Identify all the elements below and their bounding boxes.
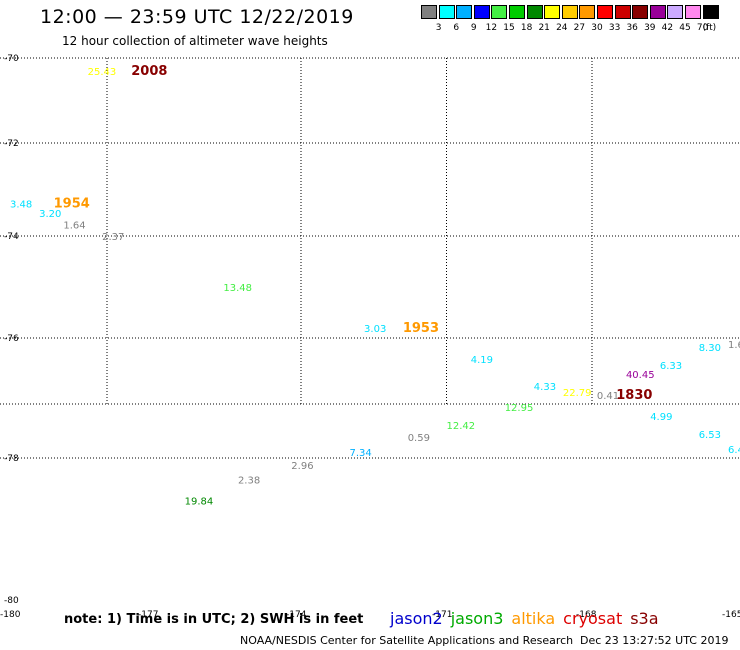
legend-swatch <box>685 5 701 19</box>
longitude-tick-label: -171 <box>432 610 452 620</box>
legend-label: 15 <box>503 23 515 33</box>
map-grid <box>0 57 740 459</box>
satellite-cryosat: cryosat <box>563 609 623 628</box>
legend-swatch <box>509 5 525 19</box>
wave-height-label: 4.19 <box>471 355 493 366</box>
legend-label: 9 <box>470 23 477 33</box>
wave-height-label: 13.48 <box>223 283 252 294</box>
map-tick-labels: -70 -72 -74 -76 -78 -80 -180 -177 -174 -171 -168 -1… <box>0 54 740 620</box>
legend-label: 3 <box>435 23 442 33</box>
satellite-s3a: s3a <box>630 609 659 628</box>
generated-timestamp: Dec 23 13:27:52 UTC 2019 <box>580 634 729 647</box>
wave-height-label: 1.64 <box>63 220 85 231</box>
longitude-tick-label: -174 <box>286 610 307 620</box>
wave-height-label: 6.53 <box>699 430 721 441</box>
latitude-tick-label: -80 <box>4 596 19 606</box>
wave-height-label: 6.33 <box>660 361 682 372</box>
wave-height-label: 12.42 <box>447 421 476 432</box>
pass-time-label: 2008 <box>131 64 167 79</box>
legend-swatch <box>561 5 578 19</box>
satellite-legend: jason2 jason3 altika cryosat s3a <box>390 609 667 628</box>
legend-unit: (ft) <box>702 23 717 33</box>
legend-label: 21 <box>538 23 550 33</box>
wave-height-label: 22.79 <box>563 388 592 399</box>
longitude-tick-label: -165 <box>722 610 740 620</box>
wave-height-label: 40.45 <box>626 370 655 381</box>
legend-swatch <box>544 5 561 19</box>
legend-swatch <box>456 5 473 19</box>
legend-label: 70 <box>696 23 709 33</box>
legend-label: 39 <box>644 23 656 33</box>
wave-height-label: 3.20 <box>39 209 61 220</box>
credit-line: NOAA/NESDIS Center for Satellite Applica… <box>240 634 574 647</box>
latitude-tick-label: -72 <box>4 139 19 149</box>
wave-height-label: 2.96 <box>291 461 313 472</box>
wave-height-label: 25.43 <box>88 67 117 78</box>
latitude-tick-label: -74 <box>4 232 19 242</box>
wave-height-label: 12.95 <box>505 403 534 414</box>
wave-height-label: 3.03 <box>364 324 386 335</box>
latitude-tick-label: -76 <box>4 334 19 344</box>
wave-height-label: 0.41 <box>597 391 619 402</box>
legend-label: 33 <box>608 23 621 33</box>
satellite-jason2: jason2 <box>390 609 443 628</box>
legend-swatch <box>526 5 543 19</box>
legend-swatch <box>579 5 596 19</box>
wave-height-label: 7.34 <box>350 448 372 459</box>
satellite-altika: altika <box>511 609 556 628</box>
legend-label: 27 <box>573 23 586 33</box>
legend-swatch <box>649 5 666 19</box>
legend-swatch <box>702 5 719 19</box>
legend-label: 30 <box>591 23 603 33</box>
legend-swatch <box>438 5 455 19</box>
wave-height-label: 6.4 <box>728 445 740 456</box>
wave-height-label: 4.99 <box>650 412 672 423</box>
pass-time-label: 1953 <box>403 321 439 336</box>
longitude-tick-label: -168 <box>576 610 597 620</box>
legend-label: 42 <box>661 23 674 33</box>
legend-swatch <box>421 5 437 19</box>
wave-height-label: 2.37 <box>102 232 124 243</box>
legend-swatch <box>597 5 613 19</box>
legend-label: 12 <box>485 23 498 33</box>
longitude-tick-label: -180 <box>0 610 21 620</box>
legend-swatch <box>632 5 649 19</box>
longitude-tick-label: -177 <box>138 610 158 620</box>
page-subtitle: 12 hour collection of altimeter wave hei… <box>62 34 328 48</box>
latitude-tick-label: -70 <box>4 54 19 64</box>
legend-swatch <box>667 5 684 19</box>
legend-label: 24 <box>556 23 568 33</box>
legend-label: 18 <box>520 23 533 33</box>
pass-time-label: 1954 <box>54 196 90 211</box>
legend-swatch <box>614 5 631 19</box>
wave-height-label: 1.6 <box>728 340 740 351</box>
wave-height-label: 19.84 <box>185 497 214 508</box>
legend-label: 45 <box>679 23 691 33</box>
footer-note: note: 1) Time is in UTC; 2) SWH is in fe… <box>64 612 364 627</box>
wave-height-label: 0.59 <box>408 433 430 444</box>
legend-label: 36 <box>626 23 638 33</box>
wave-height-label: 2.38 <box>238 475 260 486</box>
legend-label: 6 <box>453 23 460 33</box>
page-title: 12:00 — 23:59 UTC 12/22/2019 <box>40 6 354 28</box>
latitude-tick-label: -78 <box>4 454 19 464</box>
pass-time-label: 1830 <box>616 388 652 403</box>
legend-swatch <box>473 5 490 19</box>
legend-swatch <box>491 5 508 19</box>
wave-height-label: 4.33 <box>534 382 556 393</box>
satellite-jason3: jason3 <box>450 609 504 628</box>
wave-height-label: 3.48 <box>10 199 32 210</box>
wave-height-label: 8.30 <box>699 343 721 354</box>
